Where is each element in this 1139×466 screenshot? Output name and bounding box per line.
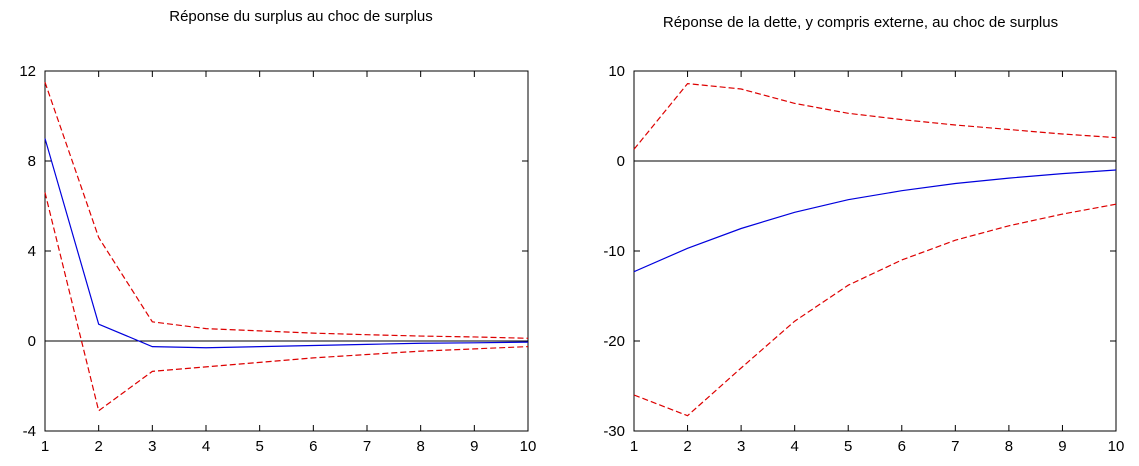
y-tick-label: 0: [28, 333, 36, 350]
confidence-band-line-1: [44, 82, 529, 339]
x-tick-label: 9: [1058, 438, 1066, 455]
x-tick-label: 6: [309, 438, 317, 455]
x-tick-label: 1: [630, 438, 638, 455]
x-tick-label: 5: [844, 438, 852, 455]
confidence-band-line-1: [633, 82, 1117, 150]
y-tick-label: 10: [608, 63, 625, 80]
x-tick-label: 7: [363, 438, 371, 455]
response-line-0: [44, 138, 529, 349]
y-tick-label: -20: [603, 333, 625, 350]
confidence-band-line-2: [44, 192, 529, 412]
x-tick-label: 2: [94, 438, 102, 455]
y-tick-label: -30: [603, 423, 625, 440]
chart-title-dette: Réponse de la dette, y compris externe, …: [662, 14, 1059, 31]
response-line-0: [633, 169, 1117, 273]
x-tick-label: 3: [737, 438, 745, 455]
x-tick-label: 5: [255, 438, 263, 455]
chart-dette: -30 -20 -10 0 10 1 2 3 4 5 6 7 8 9 10: [603, 63, 1124, 455]
y-tick-label: -10: [603, 243, 625, 260]
x-tick-label: 8: [416, 438, 424, 455]
y-tick-label: 12: [19, 63, 36, 80]
x-tick-label: 4: [790, 438, 798, 455]
x-tick-label: 8: [1005, 438, 1013, 455]
x-tick-label: 1: [41, 438, 49, 455]
x-tick-label: 10: [1108, 438, 1125, 455]
x-tick-label: 4: [202, 438, 210, 455]
plot-frame: [44, 70, 529, 432]
x-tick-label: 10: [520, 438, 537, 455]
x-tick-label: 7: [951, 438, 959, 455]
y-tick-label: 8: [28, 153, 36, 170]
x-tick-label: 3: [148, 438, 156, 455]
x-tick-label: 2: [683, 438, 691, 455]
x-tick-label: 6: [898, 438, 906, 455]
plot-frame: [633, 70, 1117, 432]
y-tick-label: 0: [617, 153, 625, 170]
y-tick-label: -4: [23, 423, 36, 440]
confidence-band-line-2: [633, 203, 1117, 417]
x-tick-label: 9: [470, 438, 478, 455]
chart-title-surplus: Réponse du surplus au choc de surplus: [169, 8, 433, 25]
y-tick-label: 4: [28, 243, 36, 260]
